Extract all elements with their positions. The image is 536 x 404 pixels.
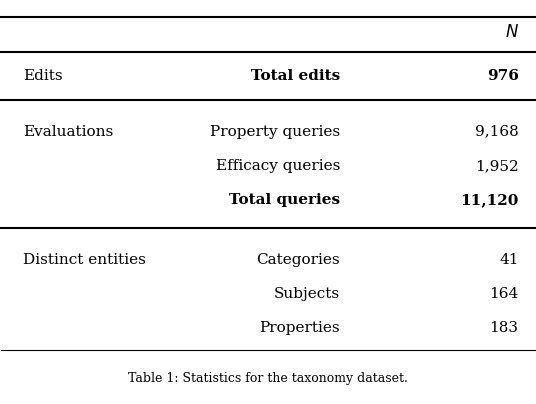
Text: Total edits: Total edits xyxy=(251,69,340,82)
Text: 11,120: 11,120 xyxy=(460,193,519,207)
Text: Table 1: Statistics for the taxonomy dataset.: Table 1: Statistics for the taxonomy dat… xyxy=(128,372,408,385)
Text: Total queries: Total queries xyxy=(229,193,340,207)
Text: $N$: $N$ xyxy=(504,24,519,41)
Text: Evaluations: Evaluations xyxy=(23,125,113,139)
Text: 41: 41 xyxy=(499,253,519,267)
Text: 1,952: 1,952 xyxy=(475,159,519,173)
Text: Subjects: Subjects xyxy=(274,287,340,301)
Text: 164: 164 xyxy=(489,287,519,301)
Text: Property queries: Property queries xyxy=(210,125,340,139)
Text: 183: 183 xyxy=(489,322,519,335)
Text: Properties: Properties xyxy=(259,322,340,335)
Text: Distinct entities: Distinct entities xyxy=(23,253,146,267)
Text: 976: 976 xyxy=(487,69,519,82)
Text: Efficacy queries: Efficacy queries xyxy=(215,159,340,173)
Text: 9,168: 9,168 xyxy=(475,125,519,139)
Text: Edits: Edits xyxy=(23,69,62,82)
Text: Categories: Categories xyxy=(256,253,340,267)
